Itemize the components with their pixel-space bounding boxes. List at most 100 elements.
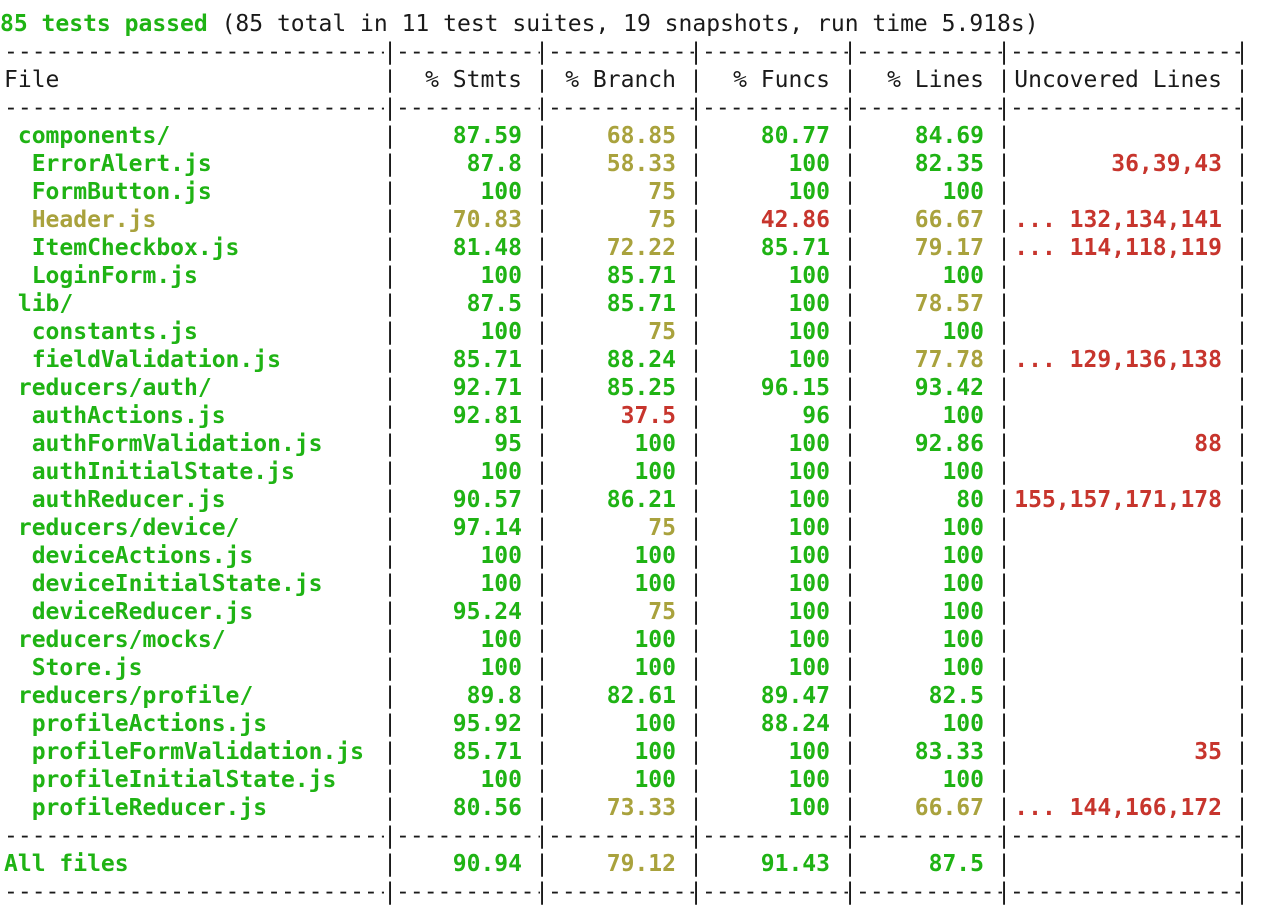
branch-value: 75	[648, 179, 676, 205]
branch-value: 100	[634, 431, 676, 457]
column-divider: |	[843, 627, 857, 653]
column-divider: |	[535, 123, 549, 149]
file-name: components/	[4, 123, 171, 149]
funcs-value: 89.47	[760, 683, 830, 709]
lines-value: 66.67	[914, 207, 984, 233]
column-divider: |	[689, 459, 703, 485]
test-summary-line: 85 tests passed (85 total in 11 test sui…	[0, 10, 1276, 38]
funcs-value: 100	[788, 571, 830, 597]
column-divider: |	[689, 347, 703, 373]
column-divider: |	[843, 291, 857, 317]
column-divider: |	[997, 67, 1011, 93]
branch-value: 85.71	[606, 263, 676, 289]
stmts-value: 100	[480, 179, 522, 205]
column-divider: |	[535, 319, 549, 345]
column-divider: |	[1235, 431, 1249, 457]
total-funcs-value: 91.43	[760, 851, 830, 877]
file-name: Header.js	[4, 207, 157, 233]
column-divider: |	[383, 487, 397, 513]
stmts-value: 100	[480, 655, 522, 681]
table-row: ItemCheckbox.js 81.48 72.22 85.71 79.17 ... 1…	[0, 234, 1276, 262]
column-divider: |	[535, 95, 549, 121]
lines-value: 100	[942, 459, 984, 485]
column-divider: |	[843, 879, 857, 905]
column-divider: |	[535, 515, 549, 541]
table-row: deviceInitialState.js 100 100 100 100 | | | | | |	[0, 570, 1276, 598]
lines-value: 77.78	[914, 347, 984, 373]
column-divider: |	[843, 263, 857, 289]
funcs-value: 100	[788, 795, 830, 821]
lines-value: 78.57	[914, 291, 984, 317]
column-divider: |	[997, 711, 1011, 737]
funcs-value: 80.77	[760, 123, 830, 149]
column-divider: |	[843, 319, 857, 345]
file-name: authFormValidation.js	[4, 431, 323, 457]
column-divider: |	[1235, 95, 1249, 121]
tests-passed-text: 85 tests passed	[0, 11, 208, 37]
table-row: Header.js 70.83 75 42.86 66.67 ... 132,134,14…	[0, 206, 1276, 234]
stmts-value: 80.56	[452, 795, 522, 821]
funcs-value: 96	[802, 403, 830, 429]
table-row: deviceReducer.js 95.24 75 100 100 | | | | | |	[0, 598, 1276, 626]
column-divider: |	[689, 67, 703, 93]
total-branch-value: 79.12	[606, 851, 676, 877]
funcs-value: 100	[788, 263, 830, 289]
column-divider: |	[1235, 263, 1249, 289]
file-name: FormButton.js	[4, 179, 212, 205]
column-divider: |	[689, 683, 703, 709]
column-divider: |	[535, 767, 549, 793]
column-divider: |	[383, 515, 397, 541]
table-separator: --------------------------- ---------- ---…	[0, 822, 1276, 850]
column-divider: |	[689, 319, 703, 345]
column-divider: |	[1235, 711, 1249, 737]
funcs-value: 100	[788, 739, 830, 765]
column-divider: |	[689, 291, 703, 317]
column-divider: |	[843, 179, 857, 205]
file-name: constants.js	[4, 319, 198, 345]
table-row: authReducer.js 90.57 86.21 100 80 155,157,171…	[0, 486, 1276, 514]
branch-value: 100	[634, 571, 676, 597]
column-divider: |	[1235, 67, 1249, 93]
column-divider: |	[997, 487, 1011, 513]
stmts-value: 95.92	[452, 711, 522, 737]
table-row: LoginForm.js 100 85.71 100 100 | | | | | |	[0, 262, 1276, 290]
column-divider: |	[383, 431, 397, 457]
column-divider: |	[843, 571, 857, 597]
column-divider: |	[535, 571, 549, 597]
column-divider: |	[535, 39, 549, 65]
funcs-value: 100	[788, 319, 830, 345]
column-divider: |	[689, 599, 703, 625]
separator-dashes: ----------------------------------------	[856, 879, 1002, 905]
column-divider: |	[689, 627, 703, 653]
column-divider: |	[997, 207, 1011, 233]
column-divider: |	[383, 95, 397, 121]
column-divider: |	[535, 431, 549, 457]
column-divider: |	[997, 235, 1011, 261]
file-name: reducers/device/	[4, 515, 240, 541]
lines-value: 100	[942, 571, 984, 597]
lines-value: 92.86	[914, 431, 984, 457]
file-name: Store.js	[4, 655, 143, 681]
stmts-value: 81.48	[452, 235, 522, 261]
column-divider: |	[689, 235, 703, 261]
lines-value: 80	[956, 487, 984, 513]
file-name: lib/	[4, 291, 74, 317]
separator-dashes: ----------------------------------------	[702, 879, 848, 905]
column-divider: |	[997, 571, 1011, 597]
table-total-row: All files 90.94 79.12 91.43 87.5 | | | | | |	[0, 850, 1276, 878]
branch-value: 75	[648, 599, 676, 625]
column-divider: |	[689, 823, 703, 849]
column-divider: |	[843, 235, 857, 261]
branch-value: 72.22	[606, 235, 676, 261]
separator-dashes: ----------------------------------------	[856, 95, 1002, 121]
separator-dashes: ----------------------------------------	[702, 39, 848, 65]
column-divider: |	[383, 599, 397, 625]
column-divider: |	[689, 879, 703, 905]
stmts-value: 92.71	[452, 375, 522, 401]
column-divider: |	[997, 459, 1011, 485]
column-divider: |	[997, 179, 1011, 205]
funcs-value: 100	[788, 515, 830, 541]
column-divider: |	[383, 627, 397, 653]
column-divider: |	[1235, 795, 1249, 821]
stmts-value: 100	[480, 767, 522, 793]
